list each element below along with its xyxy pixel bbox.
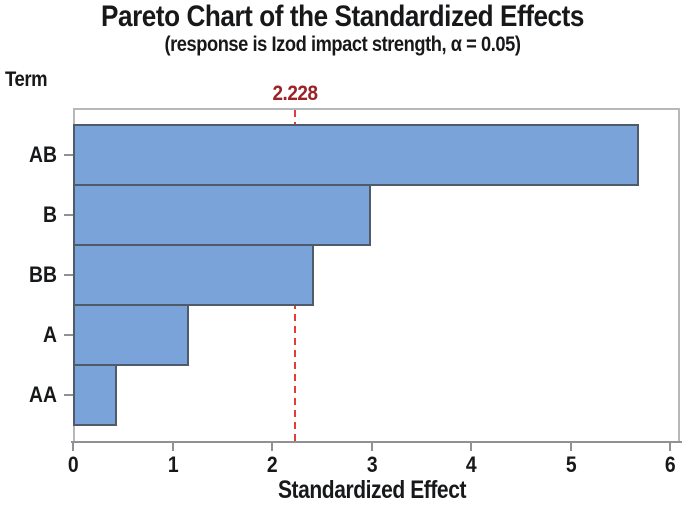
x-axis-title: Standardized Effect xyxy=(277,476,467,504)
y-tick-label-BB: BB xyxy=(29,262,57,287)
y-tick-A xyxy=(64,334,73,336)
x-tick-1 xyxy=(171,443,174,451)
plot-area xyxy=(73,108,680,443)
x-tick-4 xyxy=(470,443,472,451)
y-tick-label-AB: AB xyxy=(29,142,57,167)
x-tick-label-5: 5 xyxy=(565,452,576,477)
x-tick-2 xyxy=(271,443,273,451)
x-tick-label-2: 2 xyxy=(266,452,278,477)
x-tick-label-3: 3 xyxy=(366,452,377,477)
chart-title: Pareto Chart of the Standardized Effects xyxy=(101,0,584,33)
y-axis-title: Term xyxy=(5,68,48,91)
y-tick-AB xyxy=(64,154,73,156)
x-tick-label-4: 4 xyxy=(465,452,477,477)
y-tick-label-B: B xyxy=(43,202,57,227)
y-tick-label-A: A xyxy=(43,322,57,347)
bar-B xyxy=(73,184,371,246)
x-tick-label-1: 1 xyxy=(167,452,178,477)
bar-AB xyxy=(73,124,640,186)
x-tick-5 xyxy=(569,443,572,451)
y-tick-BB xyxy=(64,274,73,276)
y-tick-AA xyxy=(64,394,73,396)
x-tick-label-0: 0 xyxy=(67,452,79,477)
bar-AA xyxy=(73,364,117,426)
x-axis-line xyxy=(71,441,682,443)
x-tick-6 xyxy=(669,443,671,451)
chart-subtitle: (response is Izod impact strength, α = 0… xyxy=(164,33,521,56)
x-tick-0 xyxy=(72,443,74,451)
x-tick-3 xyxy=(370,443,373,451)
y-tick-B xyxy=(64,214,73,216)
bar-A xyxy=(73,304,190,366)
reference-line-label: 2.228 xyxy=(272,82,318,105)
x-tick-label-6: 6 xyxy=(664,452,676,477)
bar-BB xyxy=(73,244,314,306)
y-tick-label-AA: AA xyxy=(29,382,57,407)
